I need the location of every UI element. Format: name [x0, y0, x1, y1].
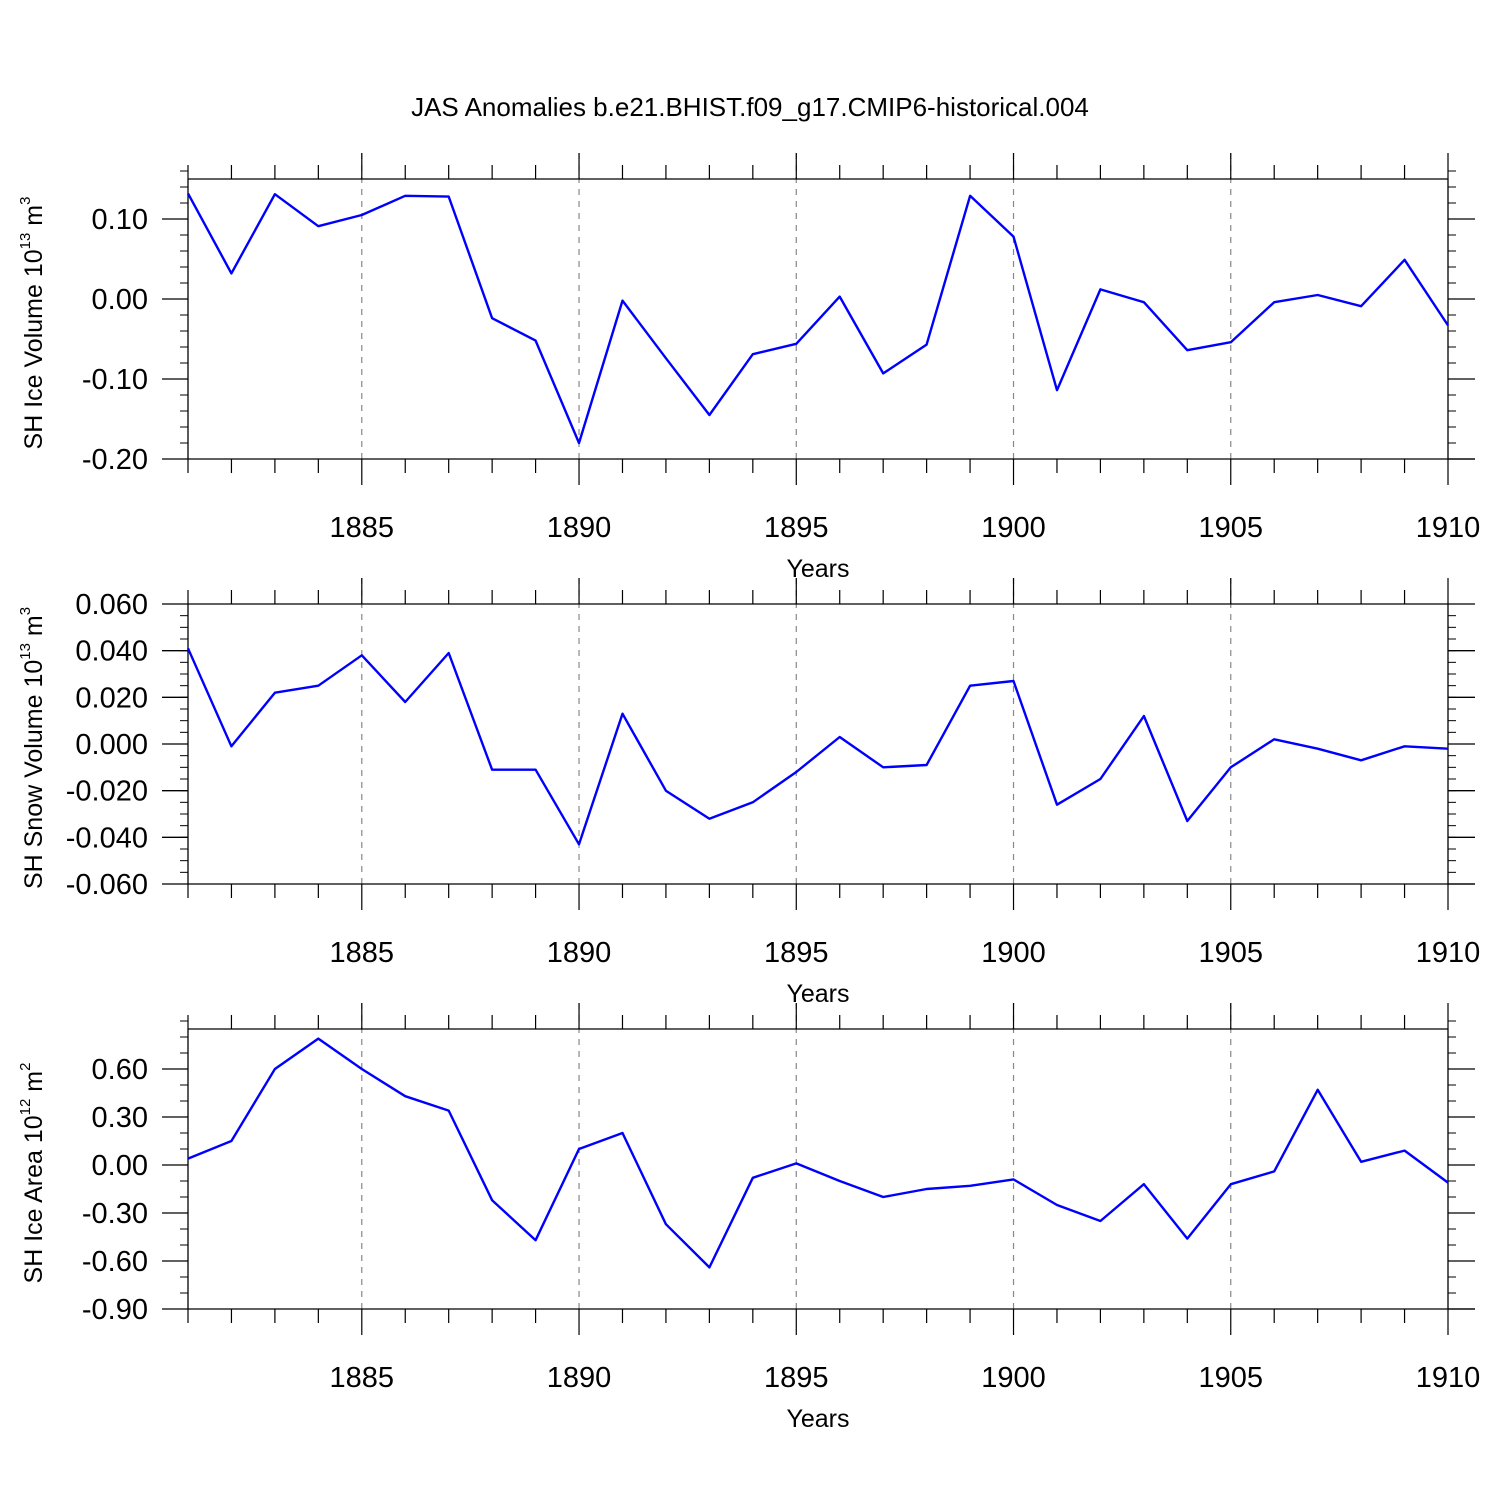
y-axis-title-exponent: 13 [17, 233, 34, 250]
y-axis-title-unit: m [20, 1071, 48, 1099]
y-axis-title: SH Snow Volume 1013 m3 [17, 607, 48, 889]
panel-1: -0.20 -0.10 0.00 0.10 1885 1890 1895 1900 1905 19… [17, 153, 1480, 583]
x-tick-label: 1910 [1416, 512, 1481, 544]
y-axis-title: SH Ice Area 1012 m2 [17, 1063, 48, 1284]
y-tick-label: -0.30 [82, 1198, 148, 1230]
y-axis-title-unit: m [20, 615, 48, 643]
y-axis-title-text: SH Ice Area 10 [20, 1115, 48, 1283]
y-tick-label: -0.60 [82, 1246, 148, 1278]
y-tick-label: 0.00 [92, 284, 148, 316]
x-tick-label: 1890 [547, 937, 612, 969]
y-tick-label: 0.060 [75, 589, 148, 621]
y-axis-title-exponent: 13 [17, 643, 34, 660]
y-tick-label: -0.90 [82, 1294, 148, 1326]
x-tick-label: 1895 [764, 937, 829, 969]
panels: -0.20 -0.10 0.00 0.10 1885 1890 1895 1900 1905 19… [17, 153, 1480, 1433]
x-tick-label: 1890 [547, 1362, 612, 1394]
y-tick-label: -0.20 [82, 444, 148, 476]
y-axis-title-exponent: 12 [17, 1099, 34, 1116]
x-tick-label: 1905 [1199, 512, 1264, 544]
figure-title: JAS Anomalies b.e21.BHIST.f09_g17.CMIP6-… [411, 92, 1089, 122]
x-tick-label: 1900 [981, 1362, 1046, 1394]
y-tick-label: 0.00 [92, 1150, 148, 1182]
y-tick-label: 0.040 [75, 636, 148, 668]
x-tick-label: 1890 [547, 512, 612, 544]
x-tick-label: 1885 [330, 1362, 395, 1394]
x-tick-label: 1895 [764, 1362, 829, 1394]
x-axis-title: Years [786, 555, 849, 583]
y-axis-title: SH Ice Volume 1013 m3 [17, 197, 48, 450]
series-line-2 [186, 647, 1449, 846]
x-tick-label: 1905 [1199, 1362, 1264, 1394]
panel-2: -0.060 -0.040 -0.020 0.000 0.020 0.040 0.060 18… [17, 578, 1480, 1008]
x-tick-label: 1910 [1416, 937, 1481, 969]
x-tick-label: 1905 [1199, 937, 1264, 969]
y-tick-label: -0.10 [82, 364, 148, 396]
series-line-1 [186, 192, 1450, 445]
x-tick-label: 1910 [1416, 1362, 1481, 1394]
y-tick-label: -0.040 [66, 822, 148, 854]
y-axis-title-text: SH Ice Volume 10 [20, 249, 48, 449]
x-axis-title: Years [786, 980, 849, 1008]
y-tick-label: 0.10 [92, 204, 148, 236]
x-tick-label: 1885 [330, 512, 395, 544]
y-tick-label: 0.020 [75, 682, 148, 714]
series-line-3 [187, 1037, 1449, 1269]
x-axis-title: Years [786, 1405, 849, 1433]
y-axis-title-unit: m [20, 205, 48, 233]
panel-3: -0.90 -0.60 -0.30 0.00 0.30 0.60 1885 1890 1895 1… [17, 1003, 1480, 1433]
x-tick-label: 1900 [981, 937, 1046, 969]
y-tick-label: 0.30 [92, 1102, 148, 1134]
y-axis-title-unit-exponent: 3 [17, 197, 34, 205]
y-tick-label: -0.020 [66, 776, 148, 808]
y-tick-label: 0.60 [92, 1054, 148, 1086]
x-tick-label: 1900 [981, 512, 1046, 544]
x-tick-label: 1885 [330, 937, 395, 969]
y-tick-label: -0.060 [66, 869, 148, 901]
y-axis-title-unit-exponent: 2 [17, 1063, 34, 1071]
y-axis-title-unit-exponent: 3 [17, 607, 34, 615]
y-axis-title-text: SH Snow Volume 10 [20, 660, 48, 889]
x-tick-label: 1895 [764, 512, 829, 544]
y-tick-label: 0.000 [75, 729, 148, 761]
